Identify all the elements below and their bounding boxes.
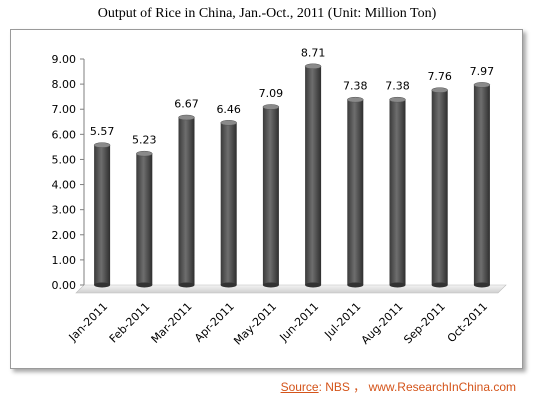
- x-tick-label: Mar-2011: [149, 300, 195, 346]
- bar: [389, 99, 406, 286]
- chart-bars: [93, 63, 491, 288]
- y-tick-label: 9.00: [52, 53, 77, 66]
- bar: [431, 90, 448, 285]
- bar-top: [220, 120, 237, 126]
- y-tick-label: 1.00: [52, 254, 77, 267]
- x-tick-label: Jul-2011: [322, 300, 364, 342]
- bar-top: [347, 96, 364, 103]
- data-label: 5.57: [90, 125, 115, 138]
- x-tick-label: Apr-2011: [192, 300, 237, 345]
- bar-top: [93, 142, 111, 148]
- bar-top: [473, 82, 491, 88]
- bar-top: [178, 114, 195, 121]
- bar: [473, 84, 490, 285]
- chart-labels: 5.57 Jan-2011 5.23 Feb-2011 6.67 Mar-2011 6.46…: [66, 46, 494, 347]
- y-tick-label: 3.00: [52, 204, 77, 217]
- y-tick-label: 0.00: [52, 279, 77, 292]
- x-tick-label: Sep-2011: [401, 300, 447, 346]
- bar-base: [178, 282, 195, 288]
- y-tick-label: 8.00: [52, 78, 77, 91]
- x-tick-label: Jan-2011: [66, 300, 110, 344]
- bar: [262, 106, 279, 285]
- bar-base: [389, 282, 406, 288]
- y-tick-label: 5.00: [52, 153, 77, 166]
- source-key: Source: [280, 380, 319, 394]
- x-tick-label: Jun-2011: [277, 300, 322, 345]
- bar: [347, 99, 364, 286]
- bar: [94, 145, 111, 285]
- source-text: : NBS ， www.ResearchInChina.com: [318, 380, 516, 394]
- bar-base: [347, 282, 364, 288]
- bar-base: [94, 282, 111, 288]
- x-tick-label: Feb-2011: [107, 300, 153, 346]
- bar-top: [136, 150, 153, 157]
- chart-title: Output of Rice in China, Jan.-Oct., 2011…: [97, 6, 437, 21]
- data-label: 6.46: [216, 103, 241, 116]
- data-label: 7.97: [470, 65, 495, 78]
- source-note: Source: NBS ， www.ResearchInChina.com: [281, 378, 516, 395]
- bar-base: [136, 282, 153, 288]
- x-tick-label: Aug-2011: [359, 300, 406, 347]
- bar: [220, 122, 237, 285]
- bar-top: [304, 63, 322, 70]
- bar-base: [220, 282, 237, 288]
- bar: [305, 66, 322, 285]
- y-tick-label: 4.00: [52, 179, 77, 192]
- bar-top: [262, 104, 280, 110]
- bar-base: [431, 282, 448, 288]
- y-tick-label: 6.00: [52, 128, 77, 141]
- data-label: 7.09: [259, 87, 284, 100]
- data-label: 6.67: [174, 98, 199, 111]
- data-label: 7.38: [385, 80, 410, 93]
- x-tick-label: May-2011: [231, 300, 279, 348]
- bar: [178, 117, 195, 286]
- bar-top: [431, 87, 448, 93]
- bar-base: [305, 282, 322, 288]
- x-tick-label: Oct-2011: [445, 300, 490, 345]
- bar-top: [389, 96, 406, 103]
- y-tick-label: 7.00: [52, 103, 77, 116]
- data-label: 7.76: [427, 70, 452, 83]
- bar-base: [262, 282, 279, 288]
- data-label: 5.23: [132, 134, 157, 147]
- bar-base: [473, 282, 490, 288]
- bar: [136, 153, 153, 285]
- data-label: 7.38: [343, 80, 368, 93]
- y-tick-label: 2.00: [52, 229, 77, 242]
- data-label: 8.71: [301, 46, 326, 59]
